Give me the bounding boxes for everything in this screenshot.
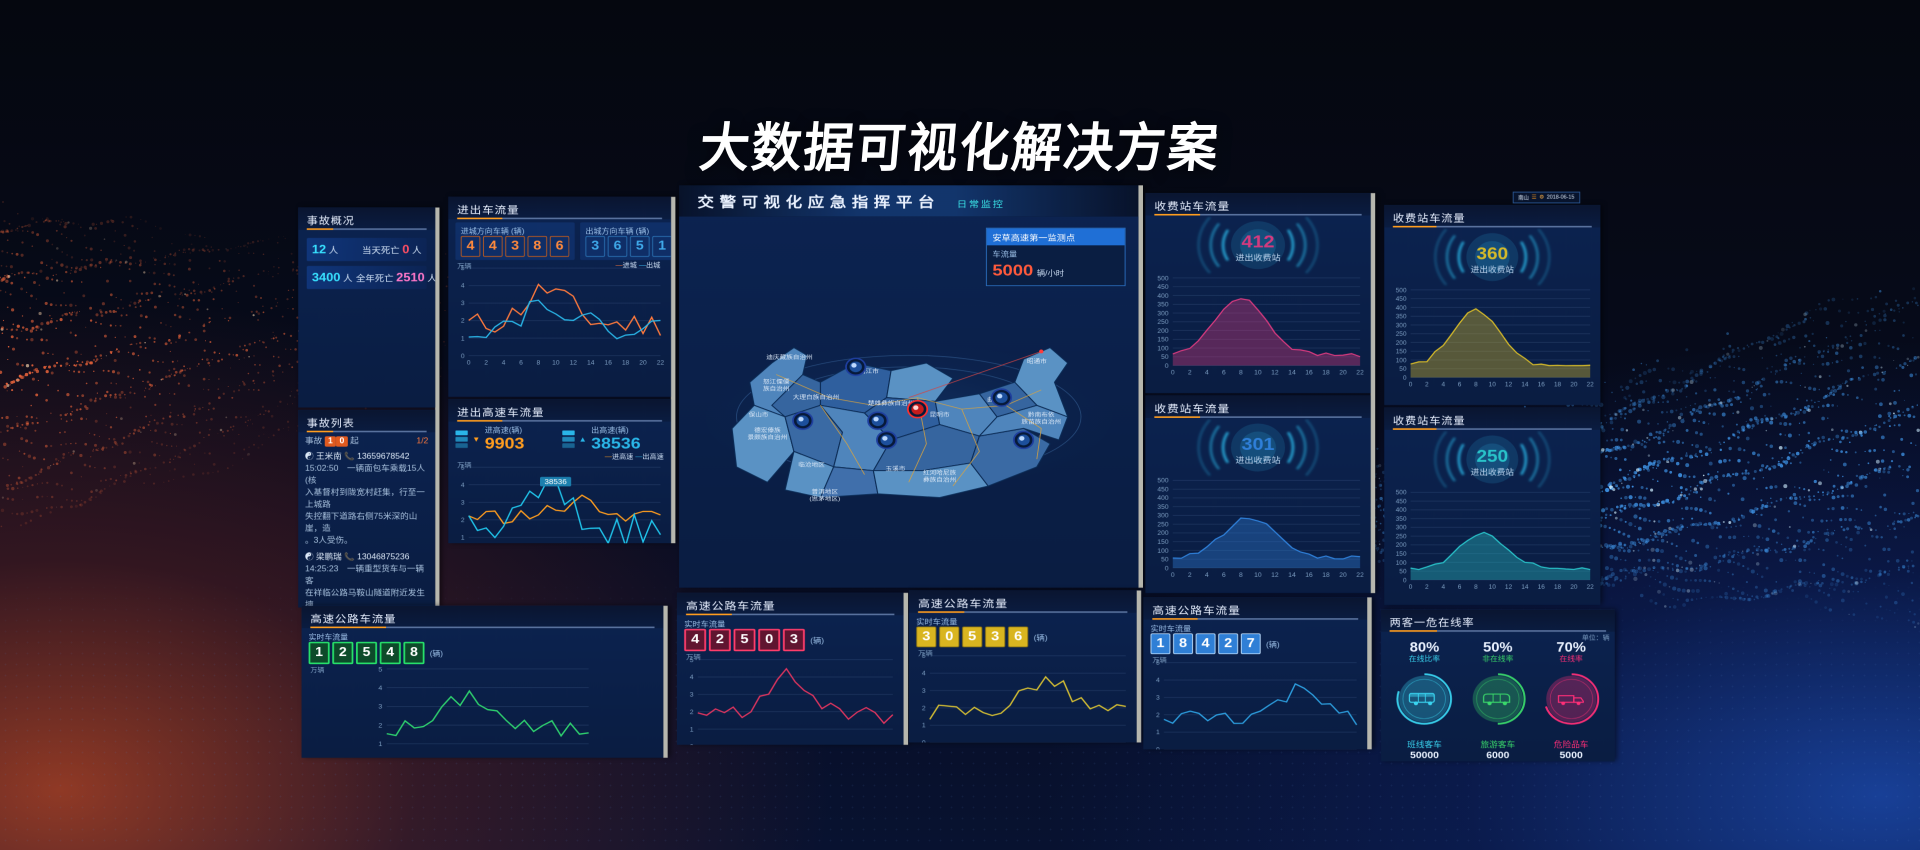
svg-text:0: 0	[1409, 382, 1413, 389]
svg-text:22: 22	[1356, 370, 1363, 377]
svg-text:14: 14	[1288, 572, 1296, 579]
svg-text:100: 100	[1157, 346, 1169, 353]
svg-text:0: 0	[1403, 375, 1407, 382]
svg-text:2: 2	[1188, 370, 1192, 377]
svg-text:500: 500	[1157, 478, 1169, 485]
svg-text:普洱地区(思茅地区): 普洱地区(思茅地区)	[809, 488, 840, 502]
svg-text:12: 12	[570, 360, 578, 367]
svg-text:20: 20	[1339, 370, 1347, 377]
svg-text:20: 20	[1339, 572, 1347, 579]
svg-text:200: 200	[1396, 340, 1407, 347]
svg-text:昆明市: 昆明市	[930, 411, 950, 418]
svg-text:200: 200	[1157, 530, 1169, 537]
svg-text:玉溪市: 玉溪市	[886, 465, 906, 472]
svg-text:450: 450	[1157, 487, 1169, 494]
svg-text:250: 250	[1157, 522, 1169, 529]
svg-text:50: 50	[1399, 366, 1407, 373]
svg-text:4: 4	[461, 283, 465, 290]
svg-text:8: 8	[1239, 572, 1243, 579]
svg-text:200: 200	[1157, 328, 1169, 335]
svg-text:3: 3	[461, 500, 465, 507]
svg-text:100: 100	[1396, 357, 1407, 364]
svg-text:2: 2	[461, 517, 465, 524]
svg-text:400: 400	[1396, 305, 1407, 312]
svg-text:150: 150	[1157, 539, 1169, 546]
svg-text:500: 500	[1396, 287, 1407, 294]
svg-text:14: 14	[1288, 370, 1296, 377]
svg-text:50: 50	[1161, 557, 1169, 564]
svg-text:4: 4	[502, 360, 506, 367]
svg-text:0: 0	[1165, 363, 1169, 370]
svg-text:6: 6	[1222, 572, 1226, 579]
svg-text:6: 6	[519, 360, 523, 367]
svg-text:300: 300	[1396, 322, 1407, 329]
svg-text:450: 450	[1396, 296, 1407, 303]
svg-text:450: 450	[1157, 284, 1169, 291]
svg-text:50: 50	[1161, 354, 1169, 361]
svg-text:2: 2	[461, 318, 465, 325]
svg-text:6: 6	[1222, 370, 1226, 377]
svg-text:300: 300	[1157, 311, 1169, 318]
svg-text:250: 250	[1396, 331, 1407, 338]
svg-text:150: 150	[1157, 337, 1169, 344]
svg-text:350: 350	[1157, 504, 1169, 511]
svg-text:18: 18	[1322, 370, 1330, 377]
svg-text:16: 16	[1305, 370, 1313, 377]
svg-text:150: 150	[1396, 349, 1407, 356]
svg-text:红河哈尼族彝族自治州: 红河哈尼族彝族自治州	[923, 469, 956, 483]
svg-text:临沧地区: 临沧地区	[798, 461, 824, 468]
svg-text:350: 350	[1157, 302, 1169, 309]
svg-text:6: 6	[1458, 382, 1462, 389]
svg-text:2: 2	[1425, 382, 1429, 389]
svg-text:12: 12	[1505, 382, 1513, 389]
svg-text:8: 8	[1239, 370, 1243, 377]
svg-text:18: 18	[1322, 572, 1330, 579]
svg-text:8: 8	[537, 360, 541, 367]
svg-text:2: 2	[484, 360, 488, 367]
svg-text:0: 0	[1171, 370, 1175, 377]
svg-text:10: 10	[552, 360, 560, 367]
svg-text:4: 4	[1205, 572, 1209, 579]
svg-text:16: 16	[604, 360, 612, 367]
svg-text:10: 10	[1489, 382, 1497, 389]
svg-text:18: 18	[622, 360, 630, 367]
svg-text:2: 2	[1188, 572, 1192, 579]
svg-text:250: 250	[1157, 319, 1169, 326]
svg-text:22: 22	[657, 360, 664, 367]
svg-text:迪庆藏族自治州: 迪庆藏族自治州	[766, 354, 812, 361]
svg-text:4: 4	[1441, 382, 1445, 389]
svg-text:0: 0	[1171, 572, 1175, 579]
svg-text:3: 3	[461, 301, 465, 308]
svg-text:楚雄彝族自治州: 楚雄彝族自治州	[868, 400, 914, 407]
svg-text:400: 400	[1157, 293, 1169, 300]
svg-text:8: 8	[1474, 382, 1478, 389]
svg-text:怒江傈僳族自治州: 怒江傈僳族自治州	[763, 378, 790, 392]
svg-text:12: 12	[1271, 572, 1279, 579]
svg-text:10: 10	[1254, 572, 1262, 579]
svg-text:4: 4	[1205, 370, 1209, 377]
svg-text:昭通市: 昭通市	[1027, 357, 1047, 364]
svg-text:0: 0	[1165, 566, 1169, 573]
svg-text:300: 300	[1157, 513, 1169, 520]
svg-text:100: 100	[1157, 548, 1169, 555]
svg-text:4: 4	[461, 482, 465, 489]
svg-text:20: 20	[639, 360, 647, 367]
svg-text:14: 14	[587, 360, 595, 367]
svg-text:12: 12	[1271, 370, 1279, 377]
svg-text:1: 1	[461, 535, 465, 542]
svg-text:0: 0	[461, 353, 465, 360]
svg-text:10: 10	[1254, 370, 1262, 377]
svg-text:500: 500	[1157, 275, 1169, 282]
svg-text:350: 350	[1396, 314, 1407, 321]
svg-text:16: 16	[1305, 572, 1313, 579]
svg-text:1: 1	[461, 336, 465, 343]
svg-text:400: 400	[1157, 495, 1169, 502]
svg-text:0: 0	[467, 360, 471, 367]
svg-text:保山市: 保山市	[749, 411, 769, 418]
svg-text:22: 22	[1356, 572, 1363, 579]
svg-text:14: 14	[1521, 382, 1529, 389]
svg-text:大理白族自治州: 大理白族自治州	[793, 394, 839, 401]
